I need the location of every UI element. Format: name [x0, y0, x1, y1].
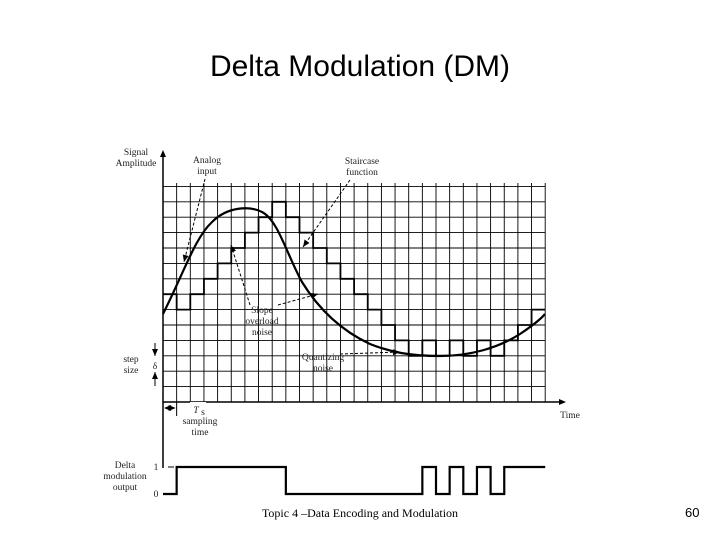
page-number: 60	[685, 505, 700, 520]
ts-label-bg	[190, 402, 206, 415]
quantizing-noise-arrow-head	[392, 349, 400, 356]
slope-overload-arrow-right	[277, 293, 319, 306]
slope-overload-label-line-2: overload	[245, 317, 278, 327]
bit-zero-label: 0	[154, 490, 159, 500]
slope-overload-arrow-right-head	[310, 292, 318, 299]
footer-text: Topic 4 –Data Encoding and Modulation	[261, 506, 459, 520]
sampling-time-label-line-1: sampling	[183, 417, 218, 427]
y-axis-label-line-2: Amplitude	[116, 159, 157, 169]
slope-overload-label-line-3: noise	[252, 328, 272, 338]
dm-output-label-line-2: modulation	[103, 472, 147, 482]
staircase-arrow-head	[303, 239, 310, 247]
slope-overload-arrow-left-head	[230, 245, 236, 253]
analog-input-arrow-head	[182, 254, 189, 262]
x-axis-arrow	[559, 399, 566, 405]
step-size-arrow-top-head	[152, 349, 158, 356]
slope-overload-arrow-left	[230, 244, 251, 306]
step-size-arrow-bottom-head	[152, 372, 158, 379]
dm-output-trace	[163, 465, 546, 496]
analog-input-label-line-1: Analog	[193, 156, 221, 166]
ts-arrow-right	[168, 405, 176, 411]
y-axis-label-line-1: Signal	[124, 148, 149, 158]
analog-input-arrow	[183, 178, 206, 263]
quantizing-noise-label-line-1: Quantizing	[302, 353, 344, 363]
staircase-function	[163, 200, 546, 357]
x-axis-label: Time	[560, 411, 580, 421]
axes	[160, 150, 566, 468]
staircase-label-line-1: Staircase	[345, 157, 379, 167]
step-size-label-line-2: size	[124, 366, 139, 376]
y-axis-arrow	[160, 150, 166, 157]
staircase-label-line-2: function	[346, 167, 378, 178]
delta-symbol: δ	[153, 362, 158, 372]
dm-output-label-line-1: Delta	[115, 461, 136, 471]
slope-overload-label-line-1: Slope	[251, 306, 273, 316]
sampling-grid	[162, 183, 546, 402]
sampling-time-label-line-2: time	[192, 428, 209, 438]
staircase-arrow	[302, 179, 351, 248]
ts-label: T	[193, 406, 199, 416]
analog-input-label-line-2: input	[197, 167, 217, 177]
ts-subscript: s	[201, 408, 205, 418]
step-size-label-line-1: step	[123, 355, 139, 365]
quantizing-noise-label-line-2: noise	[313, 364, 333, 374]
dm-output-label-line-3: output	[113, 483, 138, 493]
slide-title: Delta Modulation (DM)	[209, 50, 511, 83]
bit-one-label: 1	[154, 463, 159, 473]
quantizing-noise-arrow	[339, 351, 401, 355]
